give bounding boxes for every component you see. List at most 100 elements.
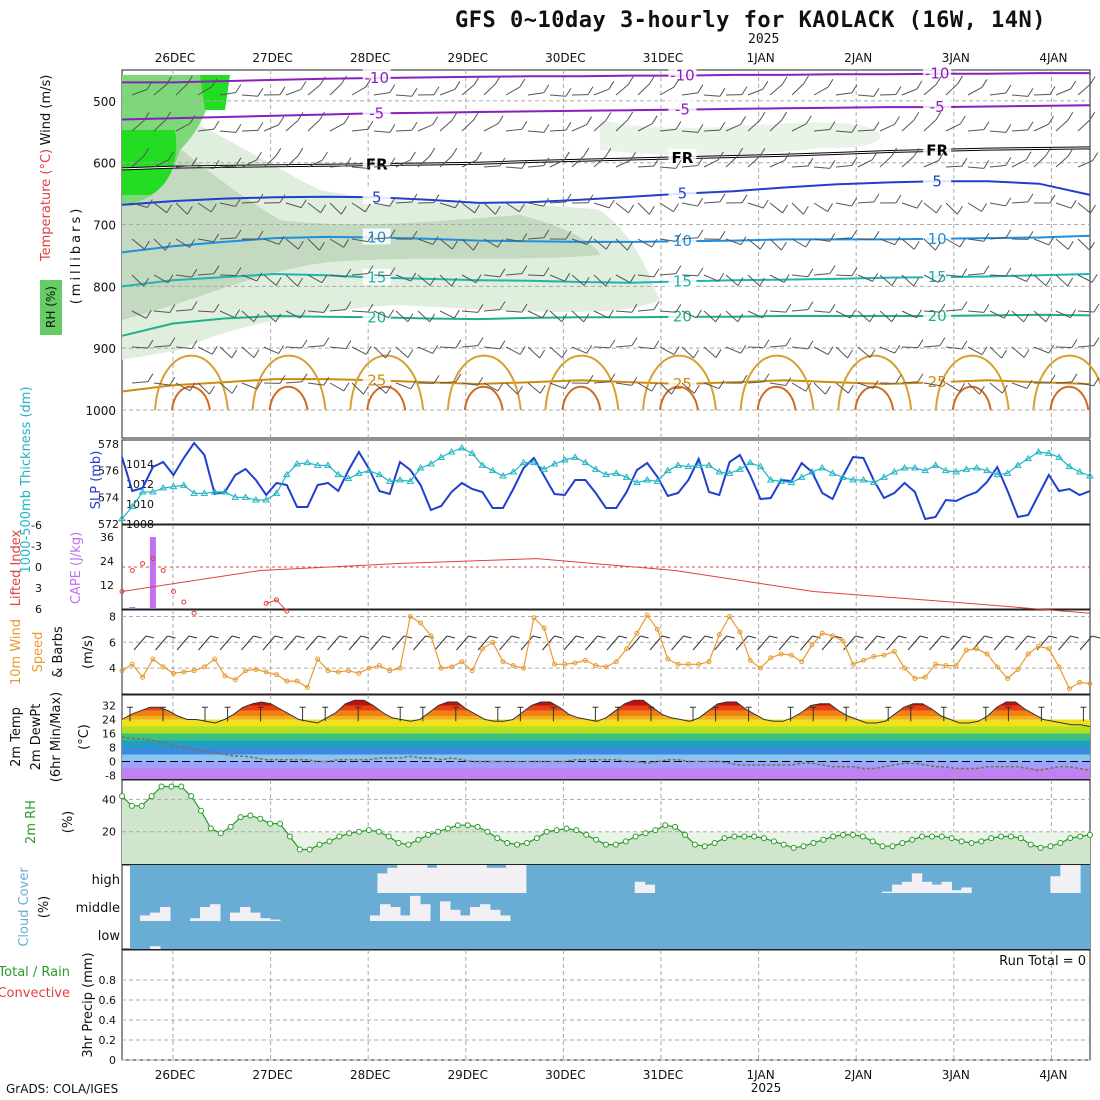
wind-barb-flag (554, 635, 563, 639)
cloud-cell (644, 884, 656, 893)
wind-barb-flag (683, 635, 692, 639)
thickness-point (880, 473, 888, 480)
thickness-axis-label: 1000-500mb Thickness (dm) (19, 386, 34, 573)
thickness-point (540, 465, 549, 472)
wind-barb (989, 274, 1007, 277)
wind-barb (585, 635, 598, 651)
wind-barb (241, 635, 254, 651)
wind-barb-flag (1067, 241, 1074, 250)
slp-tick: 1008 (126, 518, 154, 531)
wind-barb (835, 346, 848, 359)
wind-speed-point (181, 669, 187, 675)
wind-barb-flag (781, 76, 788, 85)
date-label-top: 31DEC (643, 51, 683, 65)
wind-barb (1077, 84, 1091, 96)
wind-speed-point (325, 668, 331, 674)
rh-point (869, 838, 876, 845)
thickness-point (859, 476, 868, 483)
thickness-point (334, 470, 343, 478)
wind-barb-flag (1048, 236, 1055, 246)
wind-barb-flag (345, 157, 352, 167)
wind-speed-point (562, 661, 568, 667)
thickness-point (159, 484, 168, 491)
wind-barb (197, 128, 214, 132)
wind-barb (197, 310, 215, 313)
wind-barb (681, 274, 699, 277)
thickness-point (633, 478, 641, 486)
wind-barb (593, 381, 610, 384)
wind-speed-point (830, 633, 836, 639)
wind-barb-flag (740, 236, 747, 245)
wind-speed-point (335, 669, 341, 675)
wind-barb (593, 238, 607, 250)
cape-tick: 36 (100, 531, 114, 544)
wind-barb (219, 92, 236, 96)
wind10m-frame (121, 609, 1091, 695)
contour-label: 10 (673, 232, 692, 250)
wind-barb (197, 238, 214, 243)
isotherm-30-loop (446, 354, 522, 411)
wind-speed-point (685, 661, 691, 667)
wind-barb-flag (895, 374, 902, 384)
wind-barb (155, 635, 168, 651)
rh-point (800, 843, 807, 850)
wind-barb-flag (389, 157, 396, 166)
wind-barb (923, 238, 936, 251)
wind-speed-point (850, 661, 856, 667)
wind-barb-flag (961, 268, 968, 277)
isotherm-30-loop (837, 354, 913, 411)
wind-speed-point (840, 638, 846, 644)
wind-barb (989, 382, 1003, 394)
wind-barb-flag (651, 382, 658, 392)
wind-barb-flag (565, 230, 572, 240)
wind-barb-flag (1067, 111, 1074, 121)
wind-barb (527, 274, 545, 277)
wind-barb-flag (169, 337, 176, 346)
wind-barb-flag (740, 344, 747, 354)
wind-barb (606, 635, 620, 651)
wind-barb-flag (627, 76, 634, 85)
wind-barb-flag (455, 339, 462, 349)
wind-speed-point (788, 652, 794, 658)
temp-tick: 0 (109, 756, 116, 769)
wind-barb (131, 381, 148, 384)
wind-barb-flag (407, 349, 414, 358)
thickness-point (890, 468, 899, 475)
wind-barb-flag (829, 265, 836, 274)
wind-barb-flag (300, 199, 307, 208)
wind-barb-flag (697, 157, 704, 166)
wind-barb (329, 83, 342, 96)
thickness-point (818, 464, 827, 471)
wind-barb-flag (211, 78, 218, 88)
wind-barb-flag (210, 203, 217, 213)
wind-barb-flag (235, 198, 242, 207)
wind-barb (505, 346, 521, 355)
rh-point (356, 828, 363, 835)
wind-speed-point (552, 661, 558, 667)
thickness-tick: 578 (98, 438, 119, 451)
temp-color-band (122, 747, 1090, 755)
wind-speed-point (644, 612, 650, 618)
wind-barb (945, 165, 963, 168)
chart-title: GFS 0~10day 3-hourly for KAOLACK (16W, 1… (455, 8, 1047, 33)
wind-barb-flag (587, 194, 594, 204)
thickness-point (468, 449, 477, 456)
wind-barb (813, 86, 829, 96)
wind-speed-point (376, 663, 382, 669)
thickness-point (808, 468, 816, 475)
rh-tick: 40 (102, 793, 116, 806)
thickness-point (385, 477, 394, 484)
wind-speed-point (984, 651, 990, 657)
rh-point (543, 828, 550, 835)
wind-barb-flag (473, 111, 480, 121)
wind-barb (285, 346, 303, 349)
wind-barb-flag (785, 303, 792, 313)
wind-barb (1033, 123, 1049, 132)
wind-barb-flag (959, 382, 966, 392)
wind-barb (284, 635, 297, 651)
wind-barb (133, 635, 147, 651)
wind-barb (505, 238, 522, 243)
wind-barb-flag (319, 76, 326, 86)
wind-barb-flag (147, 339, 154, 349)
